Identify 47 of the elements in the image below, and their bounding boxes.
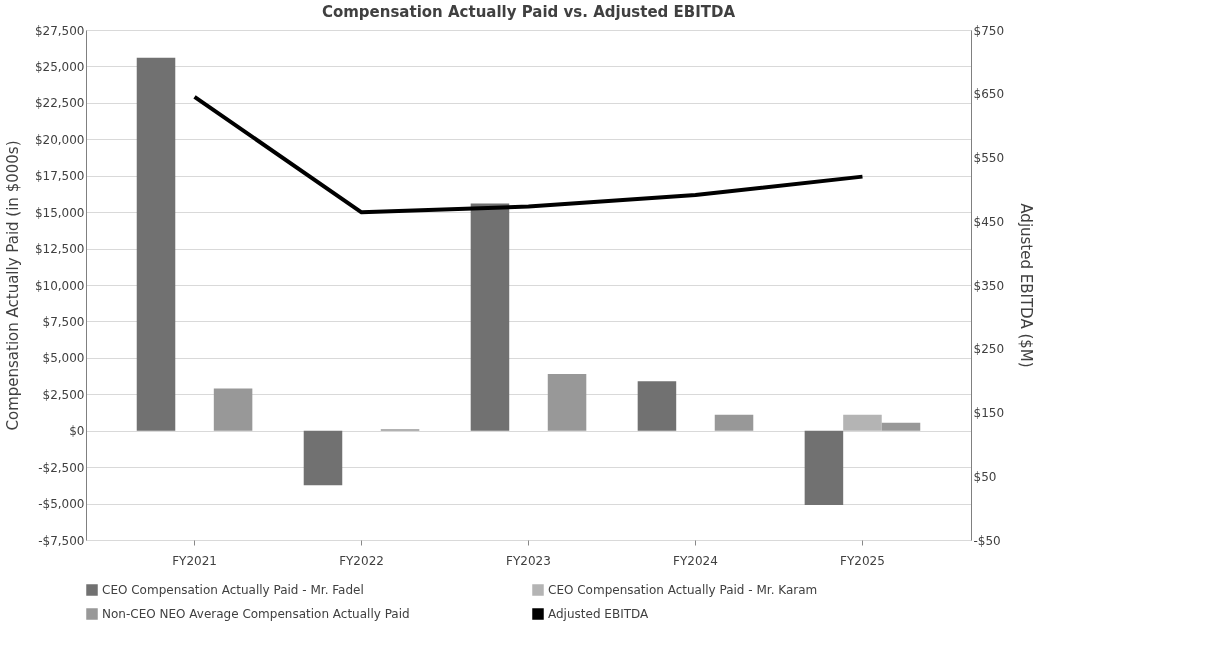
y-tick-label: $7,500 — [42, 314, 85, 329]
y-tick-label: $10,000 — [34, 278, 85, 293]
y2-tick-label: $150 — [973, 406, 1005, 420]
y-tick-label: -$7,500 — [38, 533, 85, 548]
bar — [136, 57, 176, 431]
x-tick-label: FY2022 — [339, 553, 384, 568]
y-tick-label: $12,500 — [34, 242, 85, 257]
y2-tick-label: $650 — [973, 87, 1005, 102]
y-tick-label: $25,000 — [34, 59, 85, 74]
y-tick-label: $15,000 — [34, 205, 85, 220]
bar — [547, 373, 587, 431]
legend-label: Adjusted EBITDA — [548, 607, 650, 621]
y2-tick-label: $50 — [973, 469, 997, 484]
y2-tick-label: $450 — [973, 214, 1005, 229]
x-tick-label: FY2025 — [840, 553, 885, 568]
y-tick-label: $2,500 — [42, 387, 85, 402]
y-tick-label: -$2,500 — [38, 460, 85, 475]
legend-label: CEO Compensation Actually Paid - Mr. Fadel — [102, 583, 364, 597]
y-tick-label: $22,500 — [34, 96, 85, 111]
bar — [470, 203, 510, 431]
chart-title: Compensation Actually Paid vs. Adjusted EBITDA — [321, 3, 736, 21]
y-tick-label: -$5,000 — [38, 497, 85, 512]
y2-tick-label: $350 — [973, 278, 1005, 293]
bar — [303, 430, 343, 486]
y-tick-label: $5,000 — [42, 351, 85, 366]
bar — [804, 430, 844, 506]
x-tick-label: FY2021 — [172, 553, 217, 568]
y-tick-label: $0 — [69, 424, 85, 439]
y2-tick-label: -$50 — [973, 533, 1001, 548]
y2-tick-label: $550 — [973, 151, 1005, 165]
bar — [213, 388, 253, 431]
y2-tick-label: $250 — [973, 342, 1005, 357]
legend-label: Non-CEO NEO Average Compensation Actually Paid — [102, 607, 410, 621]
x-tick-label: FY2024 — [673, 553, 718, 568]
y-tick-label: $17,500 — [34, 169, 85, 184]
bar — [714, 414, 754, 431]
line-series — [192, 94, 865, 215]
y-tick-label: $27,500 — [34, 23, 85, 38]
bar — [637, 381, 677, 431]
bar — [881, 422, 921, 431]
legend-label: CEO Compensation Actually Paid - Mr. Karam — [548, 583, 818, 597]
y2-axis-title: Adjusted EBITDA ($M) — [1017, 203, 1036, 368]
y-axis-title: Compensation Actually Paid (in $000s) — [3, 140, 22, 431]
y-tick-label: $20,000 — [34, 132, 85, 147]
x-tick-label: FY2023 — [506, 553, 551, 568]
y2-tick-label: $750 — [973, 23, 1005, 38]
bar — [843, 414, 882, 431]
